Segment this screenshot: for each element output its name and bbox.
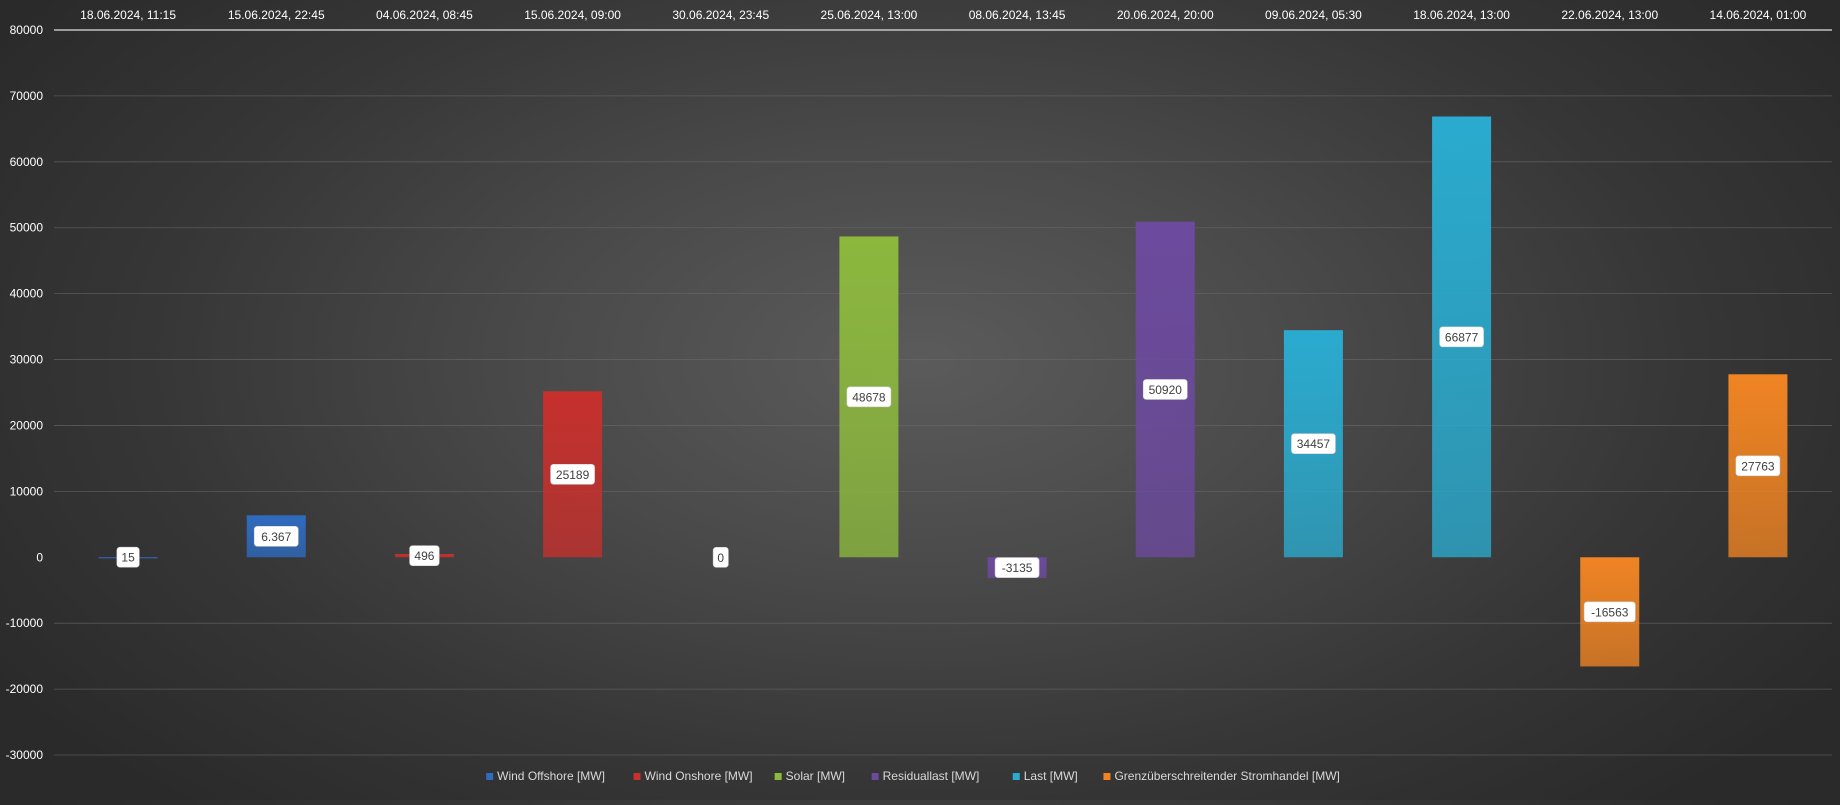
data-label-text: 6.367: [261, 530, 291, 544]
data-label: 48678: [846, 386, 892, 408]
x-tick-label: 25.06.2024, 13:00: [821, 8, 918, 22]
data-label-box: [846, 386, 892, 408]
legend-item: Residuallast [MW]: [871, 769, 980, 783]
data-label: 27763: [1735, 455, 1781, 477]
legend-item: Wind Onshore [MW]: [633, 769, 753, 783]
data-label: 25189: [550, 463, 595, 485]
data-label: 50920: [1142, 379, 1188, 400]
data-label-text: 15: [121, 551, 135, 565]
gridlines: [54, 95, 1832, 756]
x-tick-label: 08.06.2024, 13:45: [969, 8, 1066, 22]
y-tick-label: -10000: [6, 616, 44, 630]
data-label: 496: [409, 545, 440, 566]
legend-swatch: [774, 773, 782, 780]
data-label-text: 66877: [1445, 330, 1479, 344]
bars: [98, 116, 1788, 667]
legend-label: Last [MW]: [1024, 769, 1078, 783]
y-tick-label: 50000: [10, 221, 44, 235]
data-label-box: [994, 557, 1040, 578]
data-label: 0: [712, 546, 729, 568]
x-tick-label: 22.06.2024, 13:00: [1561, 8, 1658, 22]
data-label-box: [1583, 601, 1636, 623]
y-tick-label: 30000: [10, 353, 44, 367]
data-label-box: [1735, 455, 1781, 477]
legend-item: Wind Offshore [MW]: [486, 769, 605, 783]
y-tick-label: 10000: [10, 484, 44, 498]
data-label-text: 496: [414, 549, 434, 563]
x-tick-label: 09.06.2024, 05:30: [1265, 8, 1362, 22]
data-label-box: [409, 545, 440, 566]
data-label: 34457: [1291, 433, 1336, 455]
data-label-text: 48678: [852, 390, 886, 404]
legend-item: Last [MW]: [1012, 769, 1078, 783]
data-label-text: -3135: [1002, 561, 1033, 575]
x-tick-label: 30.06.2024, 23:45: [672, 8, 769, 22]
y-tick-label: 60000: [10, 155, 44, 169]
data-labels: 15 6.367 496 25189 0 48678 -3135 50920 34457 6687…: [116, 326, 1781, 623]
legend-swatch: [633, 773, 641, 780]
data-label-box: [253, 525, 299, 547]
legend-label: Grenzüberschreitender Stromhandel [MW]: [1114, 769, 1339, 783]
legend-item: Solar [MW]: [774, 769, 845, 783]
legend-swatch: [486, 773, 494, 780]
data-label-text: -16563: [1591, 605, 1629, 619]
data-label-box: [550, 463, 595, 485]
data-label-text: 50920: [1149, 383, 1183, 397]
y-tick-label: 40000: [10, 287, 44, 301]
data-label: 66877: [1439, 326, 1484, 348]
legend-label: Solar [MW]: [786, 769, 845, 783]
data-label-box: [1439, 326, 1484, 348]
x-axis: 18.06.2024, 11:15 15.06.2024, 22:45 04.06.…: [54, 8, 1832, 31]
legend-label: Residuallast [MW]: [883, 769, 980, 783]
data-label-box: [1142, 379, 1188, 400]
y-tick-label: 0: [36, 550, 43, 564]
x-tick-label: 15.06.2024, 22:45: [228, 8, 325, 22]
legend-swatch: [1103, 773, 1111, 780]
x-tick-label: 18.06.2024, 11:15: [80, 8, 176, 22]
legend-label: Wind Onshore [MW]: [645, 769, 753, 783]
data-label-text: 27763: [1741, 459, 1775, 473]
data-label-text: 34457: [1297, 437, 1331, 451]
y-tick-label: 80000: [10, 23, 44, 37]
data-label: 6.367: [253, 525, 299, 547]
x-tick-label: 04.06.2024, 08:45: [376, 8, 473, 22]
x-tick-label: 14.06.2024, 01:00: [1710, 8, 1807, 22]
y-axis-ticks: 80000 70000 60000 50000 40000 30000 20000 10000…: [6, 23, 44, 762]
data-label-box: [1291, 433, 1336, 455]
legend-item: Grenzüberschreitender Stromhandel [MW]: [1103, 769, 1340, 783]
legend-swatch: [1012, 773, 1020, 780]
data-label: -16563: [1583, 601, 1636, 623]
data-label-text: 0: [717, 551, 724, 565]
y-tick-label: 20000: [10, 418, 44, 432]
x-tick-label: 18.06.2024, 13:00: [1413, 8, 1510, 22]
data-label: 15: [116, 546, 140, 568]
y-tick-label: 70000: [10, 89, 44, 103]
legend-swatch: [871, 773, 879, 780]
legend-label: Wind Offshore [MW]: [497, 769, 605, 783]
data-label-box: [712, 546, 729, 568]
data-label-box: [116, 546, 140, 568]
x-tick-label: 20.06.2024, 20:00: [1117, 8, 1214, 22]
x-tick-label: 15.06.2024, 09:00: [524, 8, 621, 22]
y-tick-label: -30000: [6, 748, 44, 762]
legend: Wind Offshore [MW] Wind Onshore [MW] Solar…: [486, 769, 1340, 783]
data-label: -3135: [994, 557, 1040, 578]
y-tick-label: -20000: [6, 682, 44, 696]
data-label-text: 25189: [556, 468, 590, 482]
